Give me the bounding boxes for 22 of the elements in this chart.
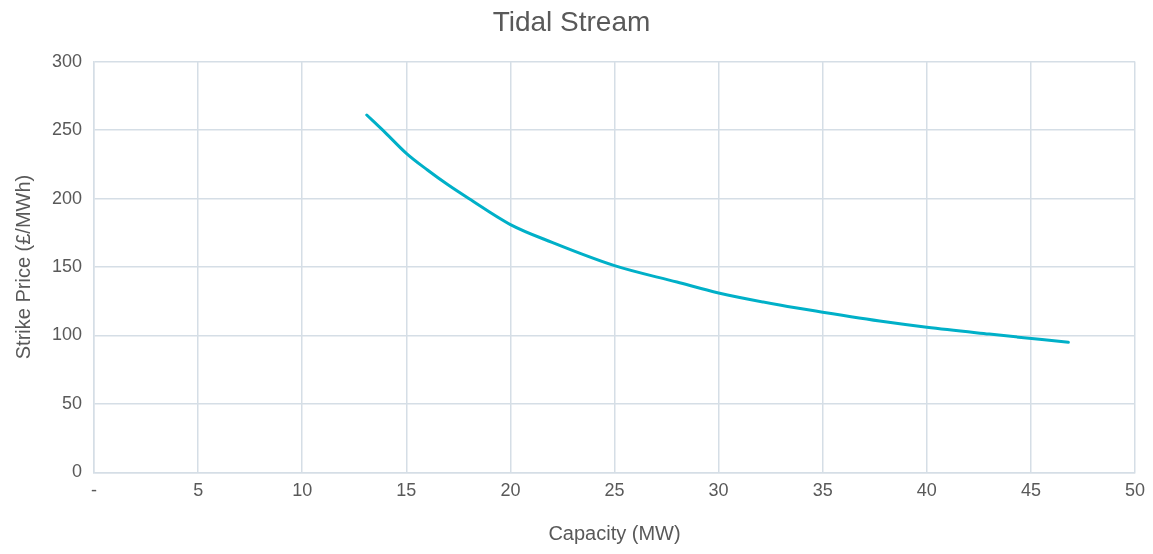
- x-tick-label: 40: [916, 480, 937, 501]
- y-tick-label: 250: [51, 119, 83, 140]
- chart-title: Tidal Stream: [492, 5, 651, 37]
- x-tick-label: 50: [1124, 480, 1145, 501]
- x-tick-label: 10: [292, 480, 313, 501]
- x-tick-label: -: [91, 480, 98, 501]
- y-axis-title: Strike Price (£/MWh): [11, 174, 34, 360]
- y-tick-label: 50: [62, 392, 83, 413]
- line-series: [365, 113, 1070, 344]
- x-tick-label: 20: [500, 480, 521, 501]
- x-tick-label: 5: [193, 480, 204, 501]
- x-tick-label: 30: [708, 480, 729, 501]
- x-tick-label: 25: [604, 480, 625, 501]
- x-tick-label: 35: [812, 480, 833, 501]
- y-tick-label: 0: [72, 461, 83, 482]
- y-tick-label: 150: [51, 255, 83, 276]
- y-tick-label: 100: [51, 324, 83, 345]
- y-tick-label: 300: [51, 50, 83, 71]
- x-axis-title: Capacity (MW): [548, 521, 681, 544]
- x-tick-label: 15: [396, 480, 417, 501]
- y-tick-label: 200: [51, 187, 83, 208]
- x-tick-label: 45: [1020, 480, 1041, 501]
